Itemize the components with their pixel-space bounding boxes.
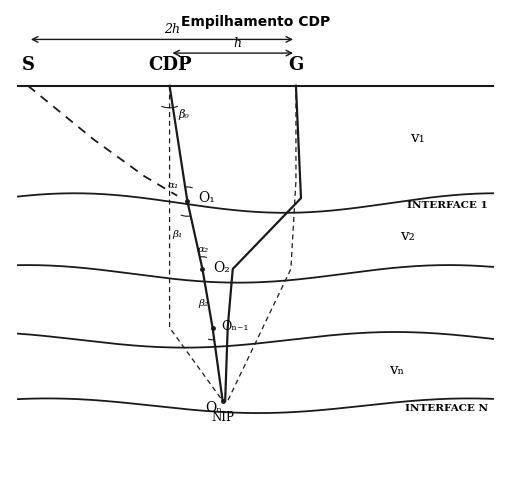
Text: v₂: v₂ xyxy=(400,229,414,243)
Text: Oₙ: Oₙ xyxy=(205,401,222,414)
Text: β₂: β₂ xyxy=(198,298,208,308)
Text: O₁: O₁ xyxy=(198,191,215,205)
Text: α₂: α₂ xyxy=(197,245,208,254)
Text: h: h xyxy=(234,37,242,50)
Text: INTERFACE N: INTERFACE N xyxy=(405,404,488,412)
Text: β₀: β₀ xyxy=(179,109,190,120)
Text: O₂: O₂ xyxy=(214,260,230,275)
Text: vₙ: vₙ xyxy=(389,363,405,377)
Text: INTERFACE 1: INTERFACE 1 xyxy=(407,201,488,210)
Text: β₁: β₁ xyxy=(172,230,182,239)
Text: CDP: CDP xyxy=(148,56,192,74)
Text: v₁: v₁ xyxy=(410,131,425,145)
Text: 2h: 2h xyxy=(164,23,180,36)
Text: G: G xyxy=(288,56,304,74)
Text: NIP: NIP xyxy=(211,412,234,424)
Text: α₁: α₁ xyxy=(168,181,179,190)
Text: S: S xyxy=(21,56,35,74)
Text: Oₙ₋₁: Oₙ₋₁ xyxy=(222,320,249,333)
Text: Empilhamento CDP: Empilhamento CDP xyxy=(181,15,330,29)
